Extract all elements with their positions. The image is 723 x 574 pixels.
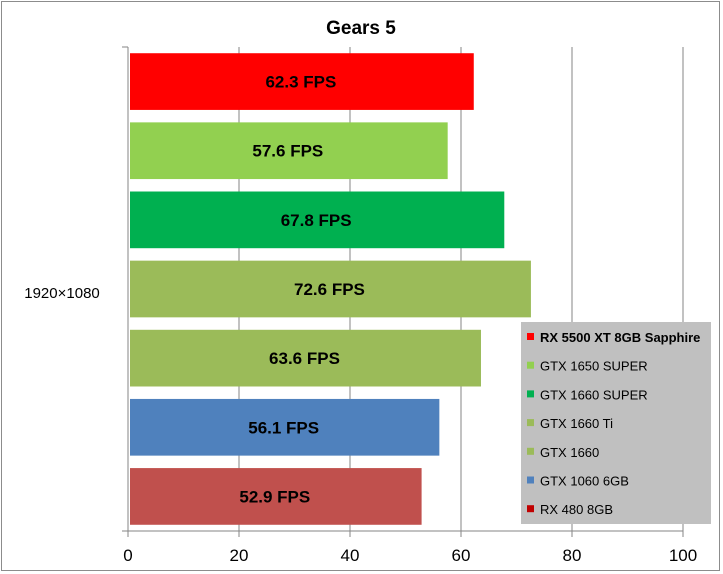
bar-data-label: 52.9 FPS [239, 487, 310, 506]
bar-gtx-1660-super [130, 191, 505, 249]
axes [122, 46, 684, 537]
bar-data-label: 57.6 FPS [252, 142, 323, 161]
bar-gtx-1650-super [130, 122, 448, 180]
legend-label: GTX 1650 SUPER [540, 359, 648, 374]
bar-data-label: 72.6 FPS [294, 280, 365, 299]
legend-swatch [527, 505, 534, 513]
legend-swatch [527, 361, 534, 369]
bars: 62.3 FPS 57.6 FPS 67.8 FPS 72.6 FPS 63.6 FPS… [130, 53, 531, 525]
legend-label: RX 5500 XT 8GB Sapphire [540, 330, 700, 345]
x-tick-label-20: 20 [230, 546, 249, 565]
legend-swatch [527, 333, 534, 340]
category-label: 1920×1080 [24, 285, 100, 302]
x-tick-label-80: 80 [563, 546, 582, 565]
legend: RX 5500 XT 8GB Sapphire GTX 1650 SUPER GTX… [521, 322, 711, 524]
bar-rx-5500-xt-8gb-sapphire [130, 53, 474, 110]
legend-box [521, 322, 711, 524]
bar-data-label: 62.3 FPS [265, 73, 336, 92]
legend-swatch [527, 390, 534, 398]
bar-data-label: 63.6 FPS [269, 349, 340, 368]
x-tick-label-40: 40 [341, 546, 360, 565]
legend-label: GTX 1660 SUPER [540, 387, 648, 402]
x-tick-labels: 0 20 40 60 80 100 [123, 546, 697, 565]
legend-label: GTX 1660 Ti [540, 416, 613, 431]
x-tick-label-0: 0 [123, 546, 132, 565]
legend-label: GTX 1660 [540, 445, 599, 460]
bar-rx-480-8gb [130, 468, 422, 525]
legend-swatch [527, 419, 534, 427]
bar-gtx-1660-ti [130, 260, 531, 318]
bar-gtx-1060-6gb [130, 398, 440, 456]
x-tick-label-60: 60 [452, 546, 471, 565]
legend-label: GTX 1060 6GB [540, 474, 629, 489]
legend-swatch [527, 447, 534, 455]
chart-title: Gears 5 [326, 18, 396, 39]
bar-data-label: 56.1 FPS [248, 418, 319, 437]
legend-label: RX 480 8GB [540, 502, 613, 517]
bar-gtx-1660 [130, 329, 481, 387]
bar-data-label: 67.8 FPS [281, 211, 352, 230]
x-tick-label-100: 100 [669, 546, 697, 565]
legend-swatch [527, 476, 534, 484]
